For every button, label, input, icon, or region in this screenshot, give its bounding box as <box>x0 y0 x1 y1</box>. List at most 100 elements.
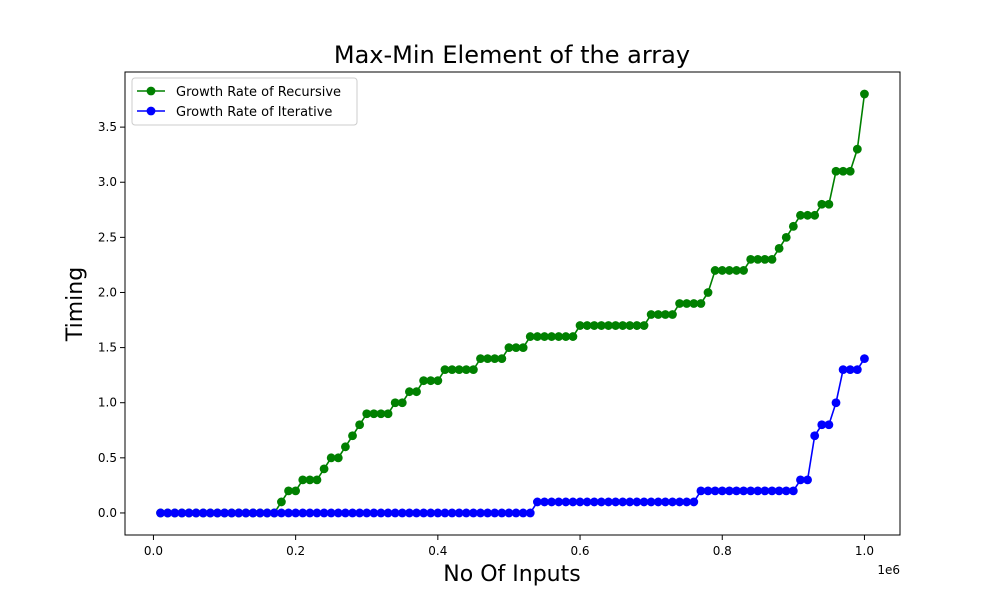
y-tick-label: 0.0 <box>98 506 117 520</box>
data-point <box>468 508 478 518</box>
data-point <box>284 508 293 518</box>
data-point <box>525 508 535 518</box>
data-point <box>732 486 741 496</box>
data-point <box>156 508 165 518</box>
data-point <box>767 486 777 496</box>
data-point <box>860 89 869 99</box>
data-point <box>575 321 585 330</box>
data-point <box>760 486 770 496</box>
data-point <box>860 354 869 364</box>
data-point <box>170 508 180 518</box>
data-point <box>518 343 528 352</box>
data-point <box>284 486 293 496</box>
data-point <box>604 321 613 330</box>
data-point <box>724 486 734 496</box>
data-point <box>660 310 670 319</box>
x-axis-offset-label: 1e6 <box>877 563 900 577</box>
data-point <box>262 508 272 518</box>
data-point <box>618 497 628 507</box>
data-point <box>540 332 549 341</box>
data-point <box>803 475 812 485</box>
data-point <box>348 508 357 518</box>
data-point <box>412 508 421 518</box>
y-tick-label: 2.0 <box>98 285 117 299</box>
data-point <box>426 508 436 518</box>
data-point <box>277 508 286 518</box>
data-point <box>682 497 692 507</box>
data-point <box>746 255 756 264</box>
legend-label: Growth Rate of Recursive <box>176 85 341 100</box>
data-point <box>326 508 336 518</box>
plot-frame <box>124 71 901 536</box>
data-point <box>454 365 464 375</box>
x-tick-label: 0.8 <box>713 544 732 558</box>
x-axis-label: No Of Inputs <box>443 562 580 587</box>
data-point <box>796 210 805 220</box>
data-point <box>682 299 692 308</box>
y-tick-label: 0.5 <box>98 451 117 465</box>
data-point <box>831 166 841 176</box>
data-point <box>696 486 706 496</box>
data-point <box>390 508 400 518</box>
data-point <box>532 332 542 341</box>
data-point <box>504 508 514 518</box>
data-point <box>298 475 308 485</box>
data-point <box>191 508 201 518</box>
data-point <box>426 376 436 386</box>
data-point <box>525 332 535 341</box>
data-point <box>341 508 350 518</box>
data-point <box>483 508 493 518</box>
data-point <box>213 508 222 518</box>
x-tick-label: 0.0 <box>144 544 163 558</box>
data-point <box>319 464 329 474</box>
data-point <box>753 486 763 496</box>
data-point <box>397 398 407 408</box>
data-point <box>291 486 301 496</box>
data-point <box>774 243 784 253</box>
data-point <box>504 343 514 352</box>
data-point <box>817 420 827 430</box>
data-point <box>596 497 606 507</box>
data-point <box>710 486 720 496</box>
data-point <box>845 166 855 176</box>
data-point <box>639 321 649 330</box>
x-tick-label: 1.0 <box>855 544 874 558</box>
data-point <box>689 497 699 507</box>
data-point <box>405 387 414 397</box>
data-point <box>824 420 834 430</box>
y-tick-label: 1.0 <box>98 396 117 410</box>
data-point <box>788 486 798 496</box>
data-point <box>561 497 571 507</box>
data-point <box>753 255 763 264</box>
data-point <box>390 398 400 408</box>
data-point <box>461 508 471 518</box>
data-point <box>255 508 265 518</box>
data-point <box>511 343 521 352</box>
data-point <box>831 398 841 408</box>
data-point <box>568 332 578 341</box>
data-point <box>376 508 386 518</box>
data-point <box>241 508 251 518</box>
data-point <box>554 497 564 507</box>
data-point <box>618 321 628 330</box>
x-tick-label: 0.4 <box>428 544 447 558</box>
data-point <box>675 299 684 308</box>
data-point <box>817 199 827 209</box>
data-point <box>433 376 443 386</box>
data-point <box>703 288 713 297</box>
data-point <box>198 508 208 518</box>
data-point <box>668 497 677 507</box>
data-point <box>653 497 663 507</box>
data-point <box>746 486 756 496</box>
data-point <box>447 365 457 375</box>
data-point <box>724 266 734 275</box>
data-point <box>511 508 521 518</box>
data-point <box>660 497 670 507</box>
data-point <box>355 420 365 430</box>
data-point <box>497 354 507 364</box>
data-point <box>234 508 244 518</box>
data-point <box>625 497 635 507</box>
data-point <box>483 354 493 364</box>
data-point <box>227 508 237 518</box>
